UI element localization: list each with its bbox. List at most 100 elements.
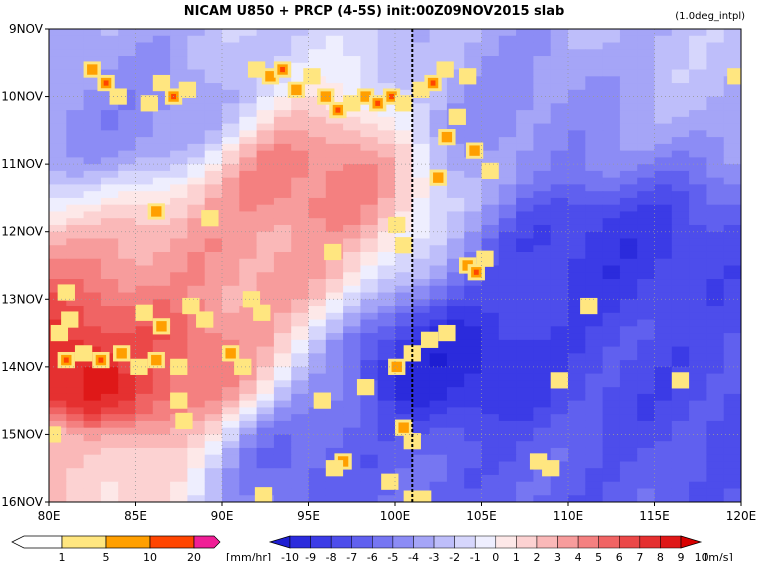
u850-cell	[671, 224, 690, 233]
u850-cell	[100, 150, 119, 158]
u850-cell	[135, 184, 154, 192]
u850-cell	[671, 164, 690, 172]
u850-cell	[498, 339, 517, 348]
u850-cell	[602, 461, 621, 469]
u850-cell	[377, 251, 396, 260]
y-tick-label: 10NOV	[1, 90, 43, 104]
u850-cell	[723, 184, 741, 192]
u850-cell	[308, 35, 327, 44]
u850-cell	[66, 211, 85, 219]
prcp-bin-above	[193, 535, 221, 549]
u850-cell	[152, 29, 171, 37]
u850-cell	[360, 157, 379, 165]
u850-cell	[464, 83, 483, 91]
u850-cell	[222, 170, 240, 179]
u850-cell	[671, 69, 690, 77]
u850-cell	[135, 83, 154, 91]
u-level-label: -5	[387, 551, 398, 561]
u850-cell	[256, 447, 275, 456]
u850-cell	[66, 474, 85, 483]
u850-cell	[204, 62, 223, 71]
u850-cell	[204, 474, 223, 483]
u850-cell	[239, 177, 258, 186]
u850-cell	[222, 29, 240, 37]
u850-cell	[239, 319, 258, 327]
u850-cell	[498, 407, 517, 415]
u850-cell	[464, 251, 483, 260]
u850-cell	[100, 238, 119, 246]
u850-cell	[481, 29, 500, 37]
u850-cell	[360, 400, 379, 408]
u850-cell	[170, 123, 188, 131]
u850-cell	[671, 137, 690, 145]
u850-cell	[83, 184, 102, 192]
u850-cell	[170, 285, 188, 294]
u850-cell	[325, 76, 344, 84]
u850-cell	[568, 116, 586, 125]
u850-cell	[395, 461, 413, 469]
u850-cell	[343, 407, 361, 415]
u850-cell	[481, 481, 500, 490]
u850-cell	[568, 353, 586, 361]
u850-cell	[498, 211, 517, 219]
u850-cell	[377, 49, 396, 57]
u850-cell	[516, 502, 534, 509]
u850-cell	[83, 89, 102, 98]
u850-cell	[204, 96, 223, 104]
u-bin	[289, 535, 311, 549]
u850-cell	[308, 373, 327, 381]
u850-cell	[343, 130, 361, 138]
u850-cell	[654, 116, 673, 125]
u850-cell	[360, 474, 379, 483]
precip-cell	[436, 61, 454, 78]
u850-cell	[308, 312, 327, 321]
u850-cell	[135, 373, 154, 381]
u850-cell	[204, 245, 223, 253]
u850-cell	[499, 502, 517, 509]
u850-cell	[170, 454, 188, 463]
u850-cell	[723, 62, 741, 71]
u850-cell	[723, 319, 741, 327]
u850-cell	[654, 62, 673, 71]
u850-cell	[100, 170, 119, 179]
u850-cell	[516, 69, 534, 77]
u850-cell	[377, 279, 396, 287]
u850-cell	[273, 35, 292, 44]
u850-cell	[671, 285, 690, 294]
u850-cell	[568, 96, 586, 104]
u850-cell	[100, 130, 119, 138]
u850-cell	[360, 360, 379, 368]
u850-cell	[83, 103, 102, 111]
u850-cell	[83, 407, 102, 415]
u850-cell	[118, 481, 137, 490]
u850-cell	[291, 170, 310, 179]
u850-cell	[498, 224, 517, 233]
u850-cell	[516, 245, 534, 253]
u850-cell	[360, 414, 379, 422]
u850-cell	[619, 312, 638, 321]
u850-cell	[135, 62, 154, 71]
u850-cell	[325, 414, 344, 422]
u850-cell	[585, 103, 604, 111]
u850-cell	[395, 157, 413, 165]
precip-cell	[254, 487, 273, 502]
u850-cell	[550, 258, 569, 267]
u850-cell	[83, 279, 102, 287]
u850-cell	[585, 346, 604, 354]
u850-cell	[429, 339, 448, 348]
u850-cell	[49, 312, 67, 321]
u850-cell	[83, 299, 102, 307]
u850-cell	[654, 393, 673, 402]
u850-cell	[706, 441, 725, 449]
u850-cell	[585, 76, 604, 84]
u850-cell	[83, 224, 102, 233]
u850-cell	[135, 326, 154, 334]
u850-cell	[498, 204, 517, 213]
u850-cell	[274, 502, 292, 509]
u850-cell	[239, 387, 258, 395]
x-tick-label: 90E	[211, 509, 234, 523]
u850-cell	[360, 285, 379, 294]
u850-cell	[550, 83, 569, 91]
u850-cell	[412, 265, 431, 273]
u850-cell	[239, 42, 258, 50]
